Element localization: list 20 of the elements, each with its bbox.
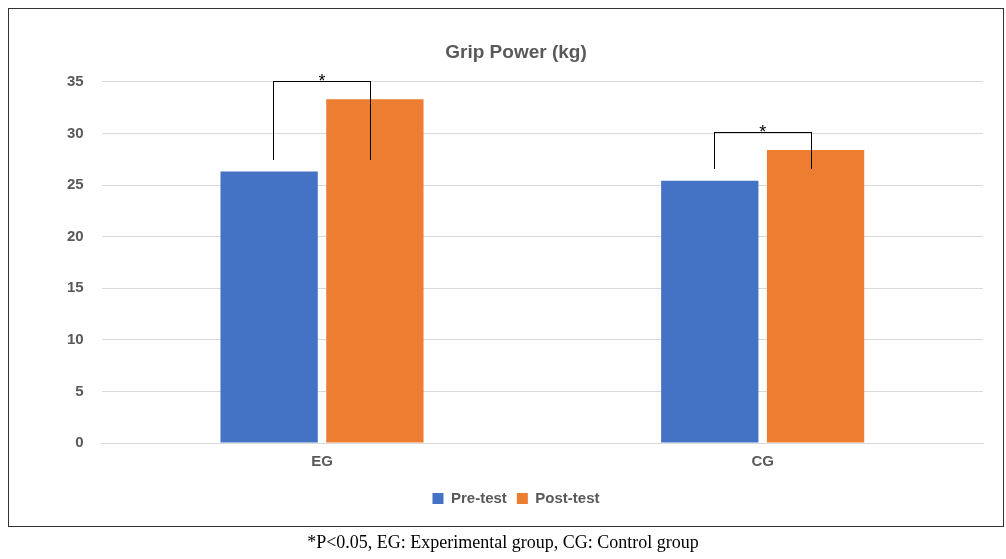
y-tick-label: 15 xyxy=(67,278,84,296)
x-tick-label: EG xyxy=(311,452,333,470)
annotation: * xyxy=(759,121,767,142)
y-tick-label: 5 xyxy=(75,381,84,399)
legend-label: Pre-test xyxy=(450,488,507,506)
chart-title: Grip Power (kg) xyxy=(445,40,587,62)
y-tick-label: 20 xyxy=(67,226,84,244)
bar xyxy=(766,149,865,443)
y-tick-label: 0 xyxy=(75,433,84,451)
legend-label: Post-test xyxy=(535,488,600,506)
bar xyxy=(661,180,759,443)
x-tick-label: CG xyxy=(751,452,774,470)
y-tick-label: 35 xyxy=(67,71,84,89)
bar xyxy=(326,99,424,443)
y-tick-label: 25 xyxy=(67,175,84,193)
text: *P<0.05, EG: Experimental group, CG: Control group xyxy=(306,532,700,553)
bar xyxy=(220,171,318,443)
annotation: * xyxy=(318,71,326,92)
y-tick-label: 10 xyxy=(67,329,84,347)
y-tick-label: 30 xyxy=(67,123,84,141)
